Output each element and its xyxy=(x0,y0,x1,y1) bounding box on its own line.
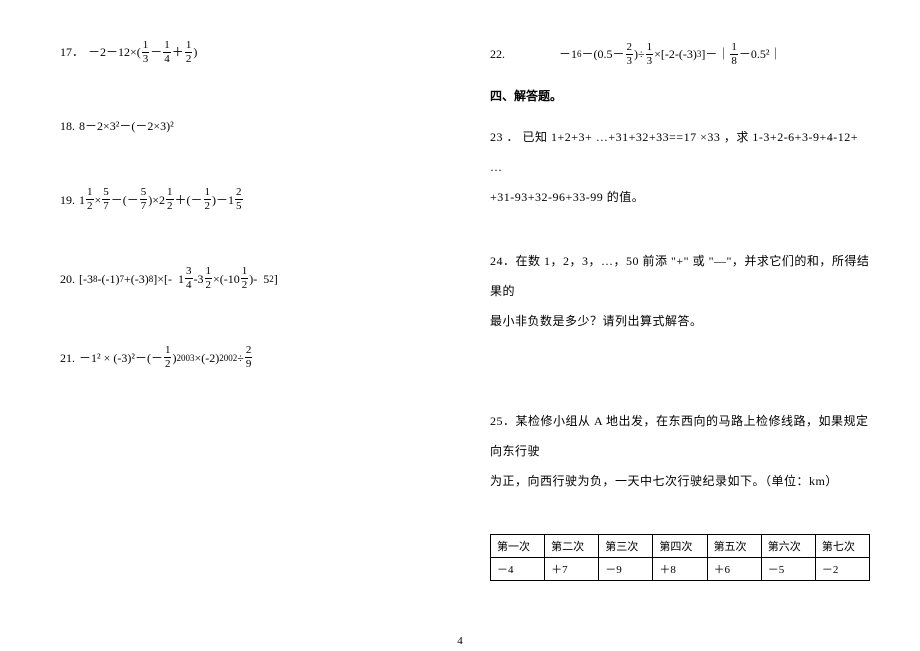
q22-number: 22. xyxy=(490,40,505,69)
question-17: 17． －2－12×( 13 － 14 ＋ 12 ) xyxy=(60,40,420,65)
page-root: 17． －2－12×( 13 － 14 ＋ 12 ) 18. 8－2×3²－(－… xyxy=(0,0,920,651)
q25-text-line1: 某检修小组从 A 地出发，在东西向的马路上检修线路，如果规定向东行驶 xyxy=(490,414,869,458)
question-24: 24．在数 1，2，3，…，50 前添 "+" 或 "—"，并求它们的和，所得结… xyxy=(490,246,870,336)
q25-table: 第一次 第二次 第三次 第四次 第五次 第六次 第七次 －4 ＋7 －9 ＋8 … xyxy=(490,534,870,581)
table-cell: －2 xyxy=(815,557,869,580)
table-header: 第四次 xyxy=(653,534,707,557)
q17-expression: －2－12×( 13 － 14 ＋ 12 ) xyxy=(88,40,197,65)
table-cell: －9 xyxy=(599,557,653,580)
q22-expression: －16－(0.5－ 23 )÷ 13 ×[-2-(-3)3]－｜ 18 －0.5… xyxy=(559,40,781,69)
q19-expression: 112 × 57 －(－ 57 )×2 12 ＋(－ 12 )－1 25 xyxy=(79,187,244,212)
question-25: 25．某检修小组从 A 地出发，在东西向的马路上检修线路，如果规定向东行驶 为正… xyxy=(490,406,870,496)
question-22: 22. －16－(0.5－ 23 )÷ 13 ×[-2-(-3)3]－｜ 18 … xyxy=(490,40,870,69)
q19-number: 19. xyxy=(60,193,75,207)
question-18: 18. 8－2×3²－(－2×3)² xyxy=(60,119,420,133)
q23-text-line2: +31-93+32-96+33-99 的值。 xyxy=(490,190,644,204)
q24-number: 24． xyxy=(490,254,516,268)
q23-number: 23 ． xyxy=(490,130,519,144)
table-cell: ＋7 xyxy=(545,557,599,580)
q18-number: 18. xyxy=(60,119,75,133)
table-cell: －5 xyxy=(761,557,815,580)
table-header: 第六次 xyxy=(761,534,815,557)
table-header: 第二次 xyxy=(545,534,599,557)
q25-number: 25． xyxy=(490,414,516,428)
q24-text-line2: 最小非负数是多少？请列出算式解答。 xyxy=(490,314,703,328)
question-20: 20. [-38-(-1)7+(-3)8]×[- 134 -3 12 ×(-10… xyxy=(60,266,420,291)
left-column: 17． －2－12×( 13 － 14 ＋ 12 ) 18. 8－2×3²－(－… xyxy=(0,0,460,651)
question-23: 23 ． 已知 1+2+3+ …+31+32+33==17 ×33 ，求 1-3… xyxy=(490,122,870,212)
q25-text-line2: 为正，向西行驶为负，一天中七次行驶纪录如下。（单位：km） xyxy=(490,474,838,488)
q21-expression: －1² × (-3)²－(－ 12 )2003×(-2)2002÷ 29 xyxy=(79,345,253,370)
section-4-title: 四、解答题。 xyxy=(490,87,870,104)
question-21: 21. －1² × (-3)²－(－ 12 )2003×(-2)2002÷ 29 xyxy=(60,345,420,370)
q23-text-line1: 已知 1+2+3+ …+31+32+33==17 ×33 ，求 1-3+2-6+… xyxy=(490,130,858,174)
table-header-row: 第一次 第二次 第三次 第四次 第五次 第六次 第七次 xyxy=(491,534,870,557)
table-cell: －4 xyxy=(491,557,545,580)
q20-number: 20. xyxy=(60,272,75,286)
q18-expression: 8－2×3²－(－2×3)² xyxy=(79,119,174,133)
right-column: 22. －16－(0.5－ 23 )÷ 13 ×[-2-(-3)3]－｜ 18 … xyxy=(460,0,920,651)
q24-text-line1: 在数 1，2，3，…，50 前添 "+" 或 "—"，并求它们的和，所得结果的 xyxy=(490,254,869,298)
q21-number: 21. xyxy=(60,351,75,365)
q20-expression: [-38-(-1)7+(-3)8]×[- 134 -3 12 ×(-10 12 … xyxy=(79,266,278,291)
table-header: 第三次 xyxy=(599,534,653,557)
table-header: 第七次 xyxy=(815,534,869,557)
q17-number: 17． xyxy=(60,45,84,59)
table-header: 第五次 xyxy=(707,534,761,557)
page-number: 4 xyxy=(457,635,463,647)
table-cell: ＋6 xyxy=(707,557,761,580)
question-19: 19. 112 × 57 －(－ 57 )×2 12 ＋(－ 12 )－1 25 xyxy=(60,187,420,212)
table-row: －4 ＋7 －9 ＋8 ＋6 －5 －2 xyxy=(491,557,870,580)
table-header: 第一次 xyxy=(491,534,545,557)
table-cell: ＋8 xyxy=(653,557,707,580)
